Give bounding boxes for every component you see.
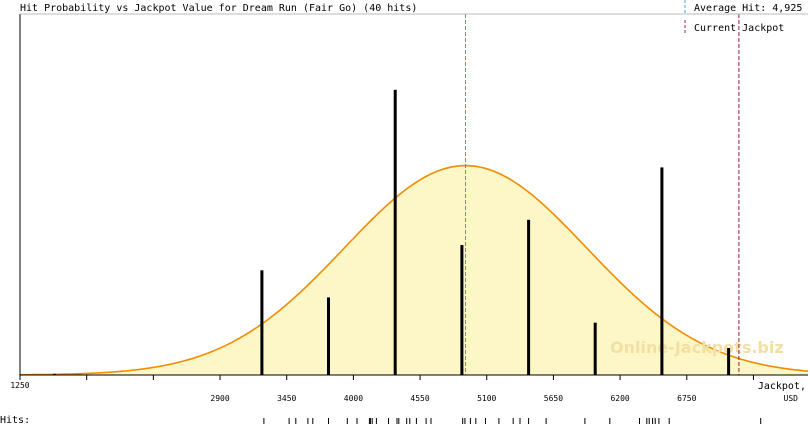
hits-label: Hits:: [0, 415, 30, 425]
x-axis-label-line-1: Jackpot,: [758, 381, 806, 392]
bar-4: [460, 245, 464, 375]
x-tick-label-4000: 4000: [344, 394, 363, 403]
bar-8: [727, 347, 731, 375]
x-tick-label-6200: 6200: [610, 394, 629, 403]
x-tick-label-5650: 5650: [544, 394, 563, 403]
bar-1: [260, 270, 264, 375]
distribution-fill: [20, 165, 808, 375]
x-axis-ticks: [19, 375, 754, 380]
watermark: Online-Jackpots.biz: [610, 338, 784, 357]
x-axis-label-line-2: USD: [784, 394, 799, 403]
bar-2: [327, 297, 330, 375]
plot-area: Online-Jackpots.biz: [19, 13, 809, 376]
x-tick-label-6750: 6750: [677, 394, 696, 403]
bar-0: [53, 373, 57, 375]
x-axis-tick-labels: 1250 2900 3450 4000 4550 5100 5650 6200 6750: [10, 381, 696, 403]
hit-marker-strip: [263, 418, 762, 424]
chart-title: Hit Probability vs Jackpot Value for Dre…: [20, 3, 417, 14]
x-tick-label-2900: 2900: [210, 394, 229, 403]
x-tick-label-3450: 3450: [277, 394, 296, 403]
bar-5: [527, 219, 531, 375]
bar-3: [393, 89, 397, 376]
x-tick-label-5100: 5100: [477, 394, 496, 403]
x-tick-label-4550: 4550: [410, 394, 429, 403]
distribution-curve: [19, 164, 809, 376]
bar-6: [593, 322, 597, 375]
x-tick-label-1250: 1250: [10, 381, 29, 390]
bar-7: [660, 167, 664, 375]
legend-average-hit: Average Hit: 4,925: [694, 3, 802, 14]
bar-series: [53, 89, 731, 376]
